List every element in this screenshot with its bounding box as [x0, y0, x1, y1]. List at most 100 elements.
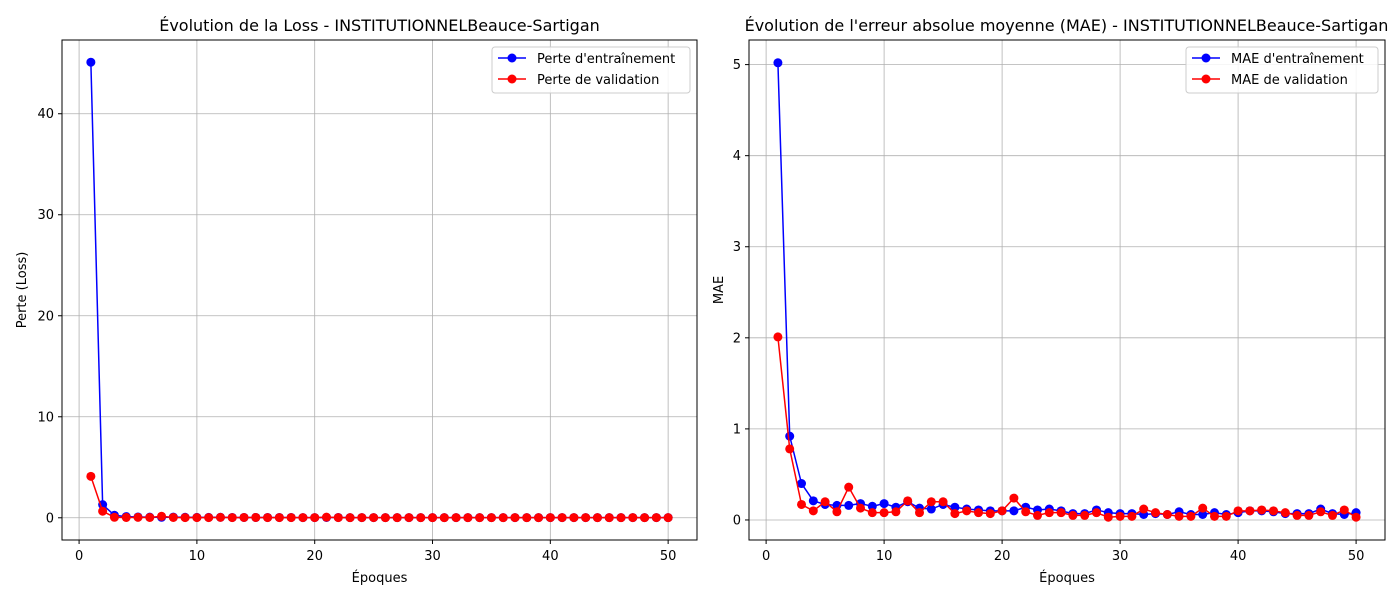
mae-val-point [856, 503, 866, 513]
loss-legend-train-label: Perte d'entraînement [537, 52, 675, 67]
mae-chart-title: Évolution de l'erreur absolue moyenne (M… [745, 16, 1389, 35]
loss-plot-frame [61, 39, 698, 541]
loss-chart-title: Évolution de la Loss - INSTITUTIONNELBea… [159, 16, 600, 35]
mae-val-point [1080, 510, 1090, 520]
loss-val-point [592, 513, 602, 523]
loss-val-point [581, 513, 591, 523]
mae-val-point [797, 499, 807, 509]
mae-val-point [1351, 512, 1361, 522]
loss-val-point [486, 513, 496, 523]
mae-y-axis-label: MAE [712, 276, 727, 304]
mae-train-point [1198, 510, 1208, 519]
mae-val-point [1033, 510, 1042, 520]
loss-y-axis-label: Perte (Loss) [15, 252, 30, 329]
mae-val-point [879, 508, 889, 518]
loss-val-point [192, 513, 202, 523]
mae-y-tick-label: 3 [733, 240, 741, 255]
mae-train-point [785, 431, 795, 441]
mae-val-point [1268, 506, 1278, 516]
mae-val-point [974, 508, 983, 518]
mae-legend: MAE d'entraînement MAE de validation [1185, 46, 1379, 94]
loss-val-point [274, 513, 284, 523]
mae-val-point [785, 444, 795, 454]
loss-val-point [557, 513, 567, 523]
loss-y-tick-label: 0 [46, 511, 54, 526]
mae-val-point [1186, 511, 1196, 521]
mae-train-point [950, 502, 960, 512]
loss-legend-train-marker [507, 53, 517, 63]
loss-chart: Évolution de la Loss - INSTITUTIONNELBea… [15, 16, 698, 586]
mae-y-ticks: 0 1 2 3 4 5 [733, 58, 749, 528]
mae-train-point [797, 479, 807, 489]
mae-val-point [950, 509, 960, 519]
mae-x-tick-label: 50 [1348, 549, 1365, 564]
mae-val-point [1009, 493, 1019, 503]
mae-val-point [844, 482, 854, 492]
mae-val-point [1162, 510, 1172, 519]
loss-val-point [286, 513, 296, 523]
loss-val-point [604, 513, 614, 523]
loss-val-point [640, 513, 650, 523]
loss-val-point [463, 513, 473, 523]
mae-val-point [820, 497, 830, 507]
mae-val-point [1210, 511, 1219, 521]
mae-val-point [1068, 510, 1078, 520]
loss-val-point [133, 512, 143, 522]
loss-val-point [498, 513, 508, 523]
mae-val-point [773, 332, 783, 342]
loss-val-point [534, 513, 544, 523]
loss-val-point [404, 513, 414, 523]
loss-val-point [628, 513, 638, 523]
loss-val-point [616, 513, 626, 523]
mae-val-point [1127, 511, 1137, 521]
mae-legend-val-label: MAE de validation [1231, 73, 1348, 88]
loss-val-point [86, 471, 96, 481]
mae-train-point [773, 58, 783, 68]
mae-legend-train-label: MAE d'entraînement [1231, 52, 1364, 67]
mae-x-tick-label: 10 [876, 549, 893, 564]
loss-val-point [180, 513, 190, 523]
mae-train-point [926, 504, 936, 514]
mae-val-point [1304, 510, 1314, 520]
mae-x-tick-label: 40 [1230, 549, 1247, 564]
loss-val-point [475, 513, 485, 523]
mae-val-point [1292, 510, 1302, 520]
loss-val-point [510, 513, 520, 523]
loss-x-tick-label: 50 [660, 549, 677, 564]
loss-val-point [651, 513, 661, 523]
mae-x-axis-label: Époques [1039, 570, 1095, 586]
mae-val-point [997, 506, 1007, 516]
mae-val-point [938, 497, 948, 507]
loss-val-point [121, 512, 131, 522]
loss-x-ticks: 0 10 20 30 40 50 [75, 540, 676, 564]
loss-y-tick-label: 20 [37, 309, 54, 324]
mae-train-point [1009, 506, 1019, 516]
mae-val-point [926, 497, 936, 507]
loss-train-point [86, 57, 96, 67]
mae-val-point [1044, 508, 1054, 518]
mae-val-point [1198, 503, 1208, 513]
mae-val-point [915, 508, 924, 518]
loss-val-point [545, 513, 555, 523]
loss-x-tick-label: 10 [189, 549, 206, 564]
mae-val-point [962, 506, 972, 516]
mae-val-point [1280, 508, 1290, 518]
mae-chart: Évolution de l'erreur absolue moyenne (M… [712, 16, 1388, 586]
mae-train-point [844, 500, 854, 510]
mae-val-point [1056, 508, 1066, 518]
loss-legend-box [491, 46, 691, 94]
loss-val-point [380, 513, 390, 523]
loss-val-point [663, 513, 673, 523]
mae-val-point [1151, 508, 1160, 518]
loss-x-tick-label: 20 [306, 549, 323, 564]
loss-val-point [416, 513, 426, 523]
mae-val-point [1103, 512, 1113, 522]
loss-legend-val-label: Perte de validation [537, 73, 659, 88]
loss-val-point [333, 513, 343, 523]
loss-val-point [451, 513, 461, 523]
loss-legend: Perte d'entraînement Perte de validation [491, 46, 691, 94]
loss-y-ticks: 0 10 20 30 40 [37, 107, 62, 526]
loss-y-tick-label: 30 [37, 208, 54, 223]
mae-x-tick-label: 0 [762, 549, 770, 564]
